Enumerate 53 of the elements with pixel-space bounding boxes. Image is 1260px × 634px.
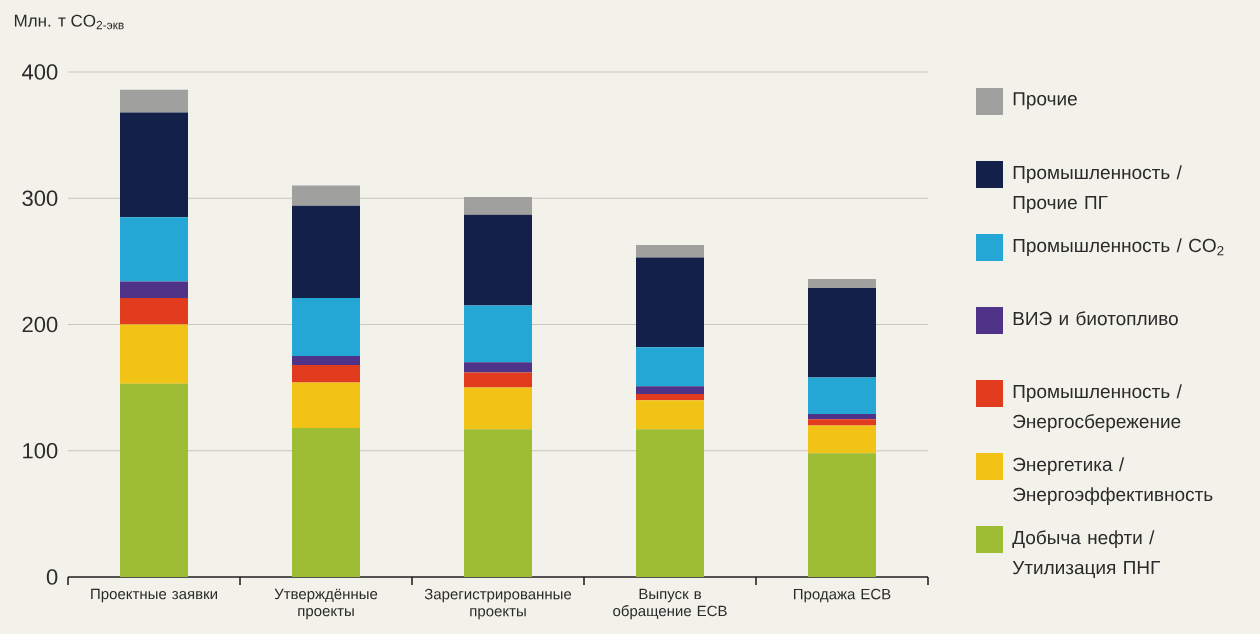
bar xyxy=(120,297,189,325)
bar xyxy=(636,244,704,258)
legend-label: Промышленность / Энергосбережение xyxy=(1013,384,1182,432)
bar xyxy=(636,347,704,387)
legend-label: Энергетика / Энергоэффективность xyxy=(1013,457,1213,505)
x-tick-label: Проектные заявки xyxy=(91,588,217,603)
bar xyxy=(292,382,361,429)
bar xyxy=(120,281,189,298)
bar xyxy=(464,196,533,215)
bar xyxy=(636,400,704,430)
x-tick-label: Выпуск в обращение ЕСВ xyxy=(613,588,727,620)
bar xyxy=(120,112,189,218)
x-tick-label: Зарегистрированные проекты xyxy=(424,588,572,620)
bar xyxy=(636,429,704,577)
x-tick-label: Утверждённые проекты xyxy=(274,588,378,620)
y-tick-label: 400 xyxy=(22,64,58,80)
bar xyxy=(464,362,533,373)
bar xyxy=(464,387,533,430)
bar xyxy=(636,393,704,401)
bar xyxy=(292,297,361,357)
x-tick-label: Продажа ЕСВ xyxy=(793,588,891,603)
bar xyxy=(120,324,189,384)
bar xyxy=(292,356,361,365)
bar xyxy=(808,453,876,577)
y-tick-label: 100 xyxy=(23,442,58,459)
bar xyxy=(292,428,361,577)
bar xyxy=(636,257,704,348)
legend-label: Добыча нефти / Утилизация ПНГ xyxy=(1012,530,1160,578)
legend-label: Промышленность / CO$_{2}$ xyxy=(1013,238,1224,256)
bar xyxy=(808,414,876,420)
bar xyxy=(292,185,361,206)
bar xyxy=(808,287,876,378)
bar xyxy=(120,217,189,282)
bar xyxy=(808,279,876,288)
bar xyxy=(464,305,533,363)
bar xyxy=(808,425,876,454)
y-tick-label: 0 xyxy=(46,569,58,585)
bar xyxy=(464,214,533,306)
bar xyxy=(808,377,876,415)
bar xyxy=(292,364,361,383)
y-tick-label: 300 xyxy=(22,190,58,207)
legend-label: Промышленность / Прочие ПГ xyxy=(1013,165,1182,213)
y-axis-title: Млн. т CO$_{2-экв}$ xyxy=(14,14,124,30)
legend-label: Прочие xyxy=(1013,92,1077,110)
bar xyxy=(120,89,189,113)
y-tick-label: 200 xyxy=(22,316,58,333)
bar xyxy=(464,372,533,388)
bar xyxy=(808,419,876,426)
bar xyxy=(464,429,533,577)
bar xyxy=(636,386,704,394)
bar xyxy=(120,383,189,577)
legend-label: ВИЭ и биотопливо xyxy=(1013,311,1178,326)
bar xyxy=(292,205,361,298)
